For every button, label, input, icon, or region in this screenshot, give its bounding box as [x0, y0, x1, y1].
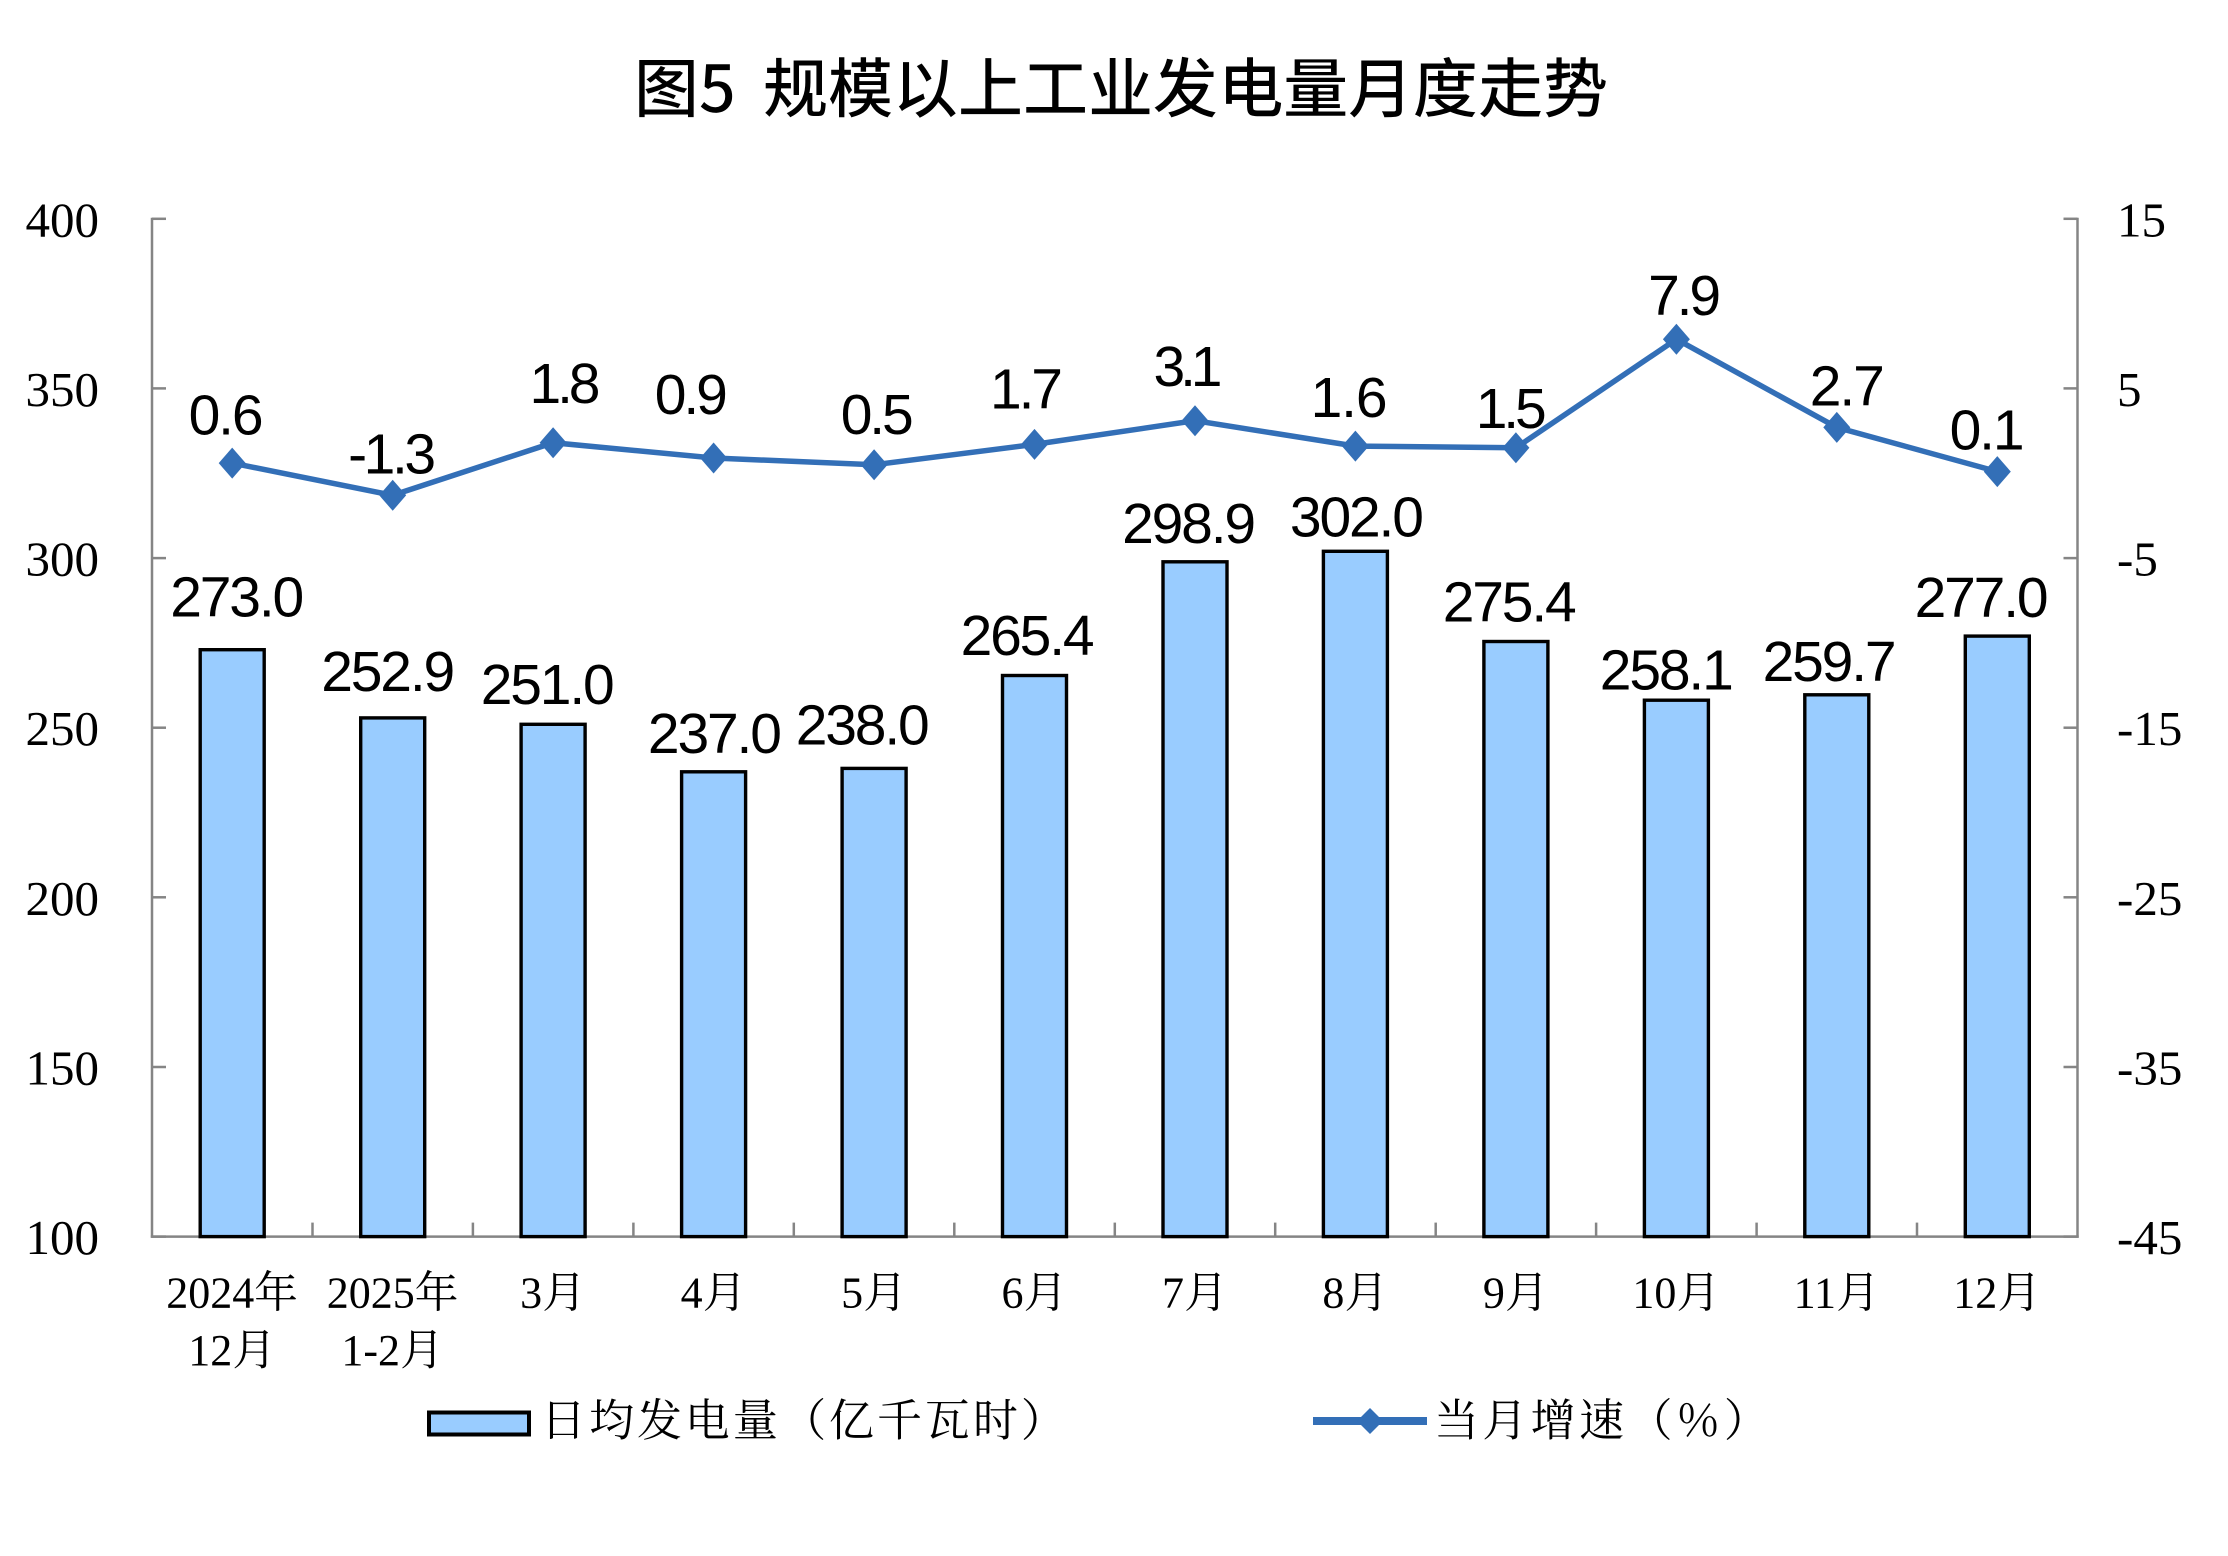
svg-text:3月: 3月: [520, 1269, 586, 1318]
svg-text:0.1: 0.1: [1950, 399, 2025, 463]
svg-text:251.0: 251.0: [481, 653, 615, 717]
svg-text:5: 5: [2117, 362, 2142, 417]
svg-text:350: 350: [26, 362, 100, 417]
svg-text:8月: 8月: [1322, 1269, 1388, 1318]
svg-text:100: 100: [26, 1210, 100, 1265]
svg-text:237.0: 237.0: [648, 702, 782, 766]
svg-text:7月: 7月: [1162, 1269, 1228, 1318]
svg-text:日均发电量（亿千瓦时）: 日均发电量（亿千瓦时）: [541, 1396, 1066, 1446]
svg-text:277.0: 277.0: [1915, 566, 2049, 630]
svg-text:11月: 11月: [1794, 1269, 1880, 1318]
svg-text:252.9: 252.9: [321, 640, 455, 704]
svg-text:-25: -25: [2117, 871, 2182, 926]
svg-text:298.9: 298.9: [1122, 492, 1256, 556]
svg-text:规模以上工业发电量月度走势: 规模以上工业发电量月度走势: [763, 37, 1608, 131]
svg-text:图5: 图5: [634, 37, 736, 131]
svg-text:1.5: 1.5: [1476, 377, 1547, 441]
svg-text:1.6: 1.6: [1311, 366, 1388, 430]
svg-text:1.7: 1.7: [990, 358, 1063, 422]
svg-text:1-2月: 1-2月: [341, 1326, 444, 1375]
svg-text:-35: -35: [2117, 1041, 2182, 1096]
svg-text:12月: 12月: [1953, 1269, 2041, 1318]
svg-text:0.9: 0.9: [655, 363, 728, 427]
svg-text:-1.3: -1.3: [348, 422, 436, 486]
svg-text:7.9: 7.9: [1648, 264, 1721, 328]
svg-text:2025年: 2025年: [327, 1269, 459, 1318]
svg-text:2.7: 2.7: [1810, 354, 1885, 418]
svg-text:-5: -5: [2117, 532, 2158, 587]
svg-text:当月增速（％）: 当月增速（％）: [1434, 1396, 1769, 1446]
svg-text:15: 15: [2117, 192, 2166, 247]
svg-text:-15: -15: [2117, 701, 2182, 756]
svg-text:0.5: 0.5: [841, 383, 914, 447]
svg-text:0.6: 0.6: [189, 383, 264, 447]
svg-text:4月: 4月: [681, 1269, 747, 1318]
svg-text:300: 300: [26, 532, 100, 587]
svg-text:250: 250: [26, 701, 100, 756]
svg-text:302.0: 302.0: [1290, 485, 1424, 549]
svg-text:2024年: 2024年: [166, 1269, 298, 1318]
svg-text:-45: -45: [2117, 1210, 2182, 1265]
svg-text:1.8: 1.8: [530, 352, 601, 416]
svg-text:200: 200: [26, 871, 100, 926]
svg-text:150: 150: [26, 1041, 100, 1096]
svg-text:275.4: 275.4: [1443, 571, 1577, 635]
svg-text:5月: 5月: [841, 1269, 907, 1318]
svg-text:10月: 10月: [1632, 1269, 1720, 1318]
svg-text:6月: 6月: [1002, 1269, 1068, 1318]
svg-text:400: 400: [26, 192, 100, 247]
svg-text:265.4: 265.4: [961, 604, 1095, 668]
svg-text:3.1: 3.1: [1154, 335, 1223, 399]
svg-text:258.1: 258.1: [1600, 639, 1734, 703]
svg-text:273.0: 273.0: [170, 566, 304, 630]
svg-text:238.0: 238.0: [796, 693, 930, 757]
svg-text:9月: 9月: [1483, 1269, 1549, 1318]
svg-text:12月: 12月: [188, 1326, 276, 1375]
svg-text:259.7: 259.7: [1763, 630, 1897, 694]
